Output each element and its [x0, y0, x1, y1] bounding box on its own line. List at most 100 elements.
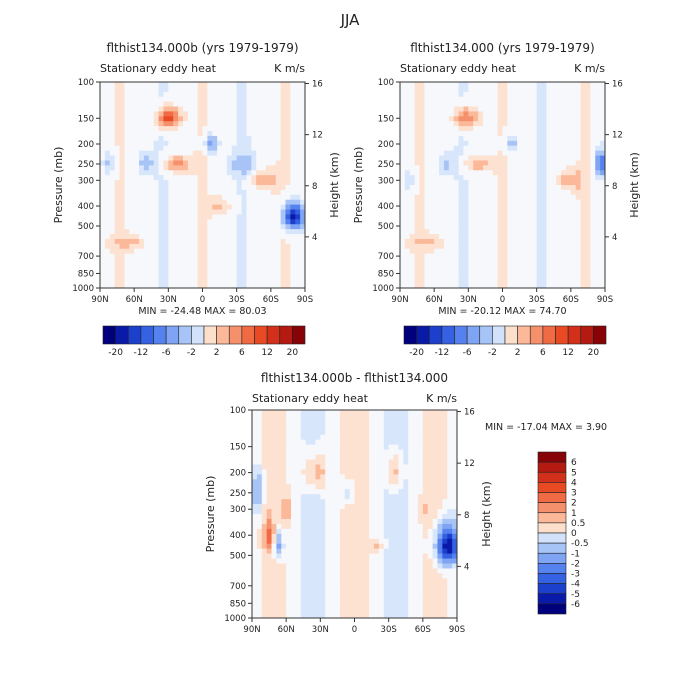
heatmap-cell [452, 434, 458, 441]
heatmap-cell [517, 258, 523, 264]
heatmap-cell [585, 219, 591, 225]
heatmap-cell [178, 126, 184, 132]
colorbar-swatch [441, 325, 455, 345]
heatmap-cell [437, 429, 443, 436]
heatmap-cell [192, 278, 199, 284]
heatmap-cell [556, 219, 562, 225]
heatmap-cell [261, 494, 268, 500]
heatmap-cell [153, 248, 159, 255]
heatmap-cell [207, 180, 213, 186]
heatmap-cell [163, 263, 169, 269]
heatmap-cell [261, 106, 267, 112]
heatmap-cell [580, 243, 586, 250]
heatmap-cell [192, 96, 199, 103]
heatmap-cell [600, 121, 606, 127]
heatmap-cell [408, 504, 414, 510]
heatmap-cell [280, 91, 286, 98]
heatmap-cell [334, 518, 341, 525]
heatmap-cell [404, 268, 411, 274]
heatmap-cell [148, 91, 155, 98]
heatmap-cell [424, 140, 430, 147]
heatmap-cell [453, 229, 459, 235]
heatmap-cell [565, 121, 572, 127]
heatmap-cell [600, 145, 606, 152]
heatmap-cell [315, 469, 321, 475]
colorbar-swatch [279, 325, 293, 345]
heatmap-cell [427, 419, 433, 426]
heatmap-cell [590, 278, 596, 284]
heatmap-cell [492, 204, 499, 210]
heatmap-cell [192, 180, 199, 186]
x-tick-label: 30N [460, 295, 477, 305]
heatmap-cell [192, 126, 199, 132]
heatmap-cell [443, 189, 450, 196]
x-tick-label: 30S [229, 295, 245, 305]
colorbar-swatch [479, 325, 493, 345]
heatmap-cell [452, 424, 458, 431]
heatmap-cell [290, 116, 296, 122]
heatmap-cell [100, 219, 106, 225]
heatmap-field [252, 410, 458, 619]
heatmap-cell [197, 150, 203, 156]
heatmap-cell [400, 229, 406, 235]
heatmap-cell [114, 229, 120, 235]
heatmap-cell [246, 283, 252, 289]
min-max-stats: MIN = -20.12 MAX = 74.70 [438, 306, 566, 317]
heatmap-cell [359, 548, 365, 555]
heatmap-cell [453, 219, 459, 225]
heatmap-cell [400, 101, 406, 107]
heatmap-cell [222, 219, 228, 225]
heatmap-cell [173, 199, 179, 206]
heatmap-cell [290, 155, 296, 161]
heatmap-cell [473, 180, 479, 186]
heatmap-cell [570, 82, 577, 88]
heatmap-cell [251, 229, 257, 235]
heatmap-cell [124, 91, 130, 98]
heatmap-cell [295, 479, 302, 485]
heatmap-cell [100, 278, 106, 284]
heatmap-cell [429, 209, 435, 215]
heatmap-cell [442, 533, 448, 540]
heatmap-cell [261, 514, 268, 520]
heatmap-cell [424, 283, 430, 289]
heatmap-cell [417, 484, 424, 490]
heatmap-cell [448, 224, 455, 230]
heatmap-cell [305, 528, 311, 535]
heatmap-cell [595, 155, 601, 161]
heatmap-cell [580, 283, 586, 289]
heatmap-cell [139, 140, 145, 147]
heatmap-cell [187, 253, 194, 259]
heatmap-cell [575, 278, 581, 284]
heatmap-cell [291, 444, 297, 451]
heatmap-cell [285, 189, 291, 196]
heatmap-cell [222, 140, 228, 147]
heatmap-cell [517, 131, 523, 137]
heatmap-cell [231, 253, 238, 259]
heatmap-cell [281, 499, 287, 505]
heatmap-cell [507, 189, 513, 196]
heatmap-cell [275, 219, 281, 225]
heatmap-cell [374, 533, 380, 540]
heatmap-cell [139, 278, 145, 284]
heatmap-cell [226, 224, 233, 230]
heatmap-cell [212, 86, 218, 93]
heatmap-cell [124, 126, 130, 132]
heatmap-cell [241, 268, 247, 274]
heatmap-cell [400, 273, 406, 279]
heatmap-cell [173, 229, 179, 235]
heatmap-cell [561, 135, 567, 142]
heatmap-cell [487, 283, 494, 289]
heatmap-cell [104, 175, 111, 181]
heatmap-cell [570, 243, 577, 250]
heatmap-cell [124, 101, 130, 107]
heatmap-cell [458, 165, 464, 171]
heatmap-cell [409, 145, 416, 152]
heatmap-cell [561, 214, 567, 220]
heatmap-cell [439, 170, 445, 176]
heatmap-cell [419, 248, 425, 255]
heatmap-cell [315, 563, 321, 569]
heatmap-cell [398, 528, 404, 535]
heatmap-cell [134, 243, 140, 250]
heatmap-cell [556, 199, 562, 206]
heatmap-cell [388, 543, 394, 550]
